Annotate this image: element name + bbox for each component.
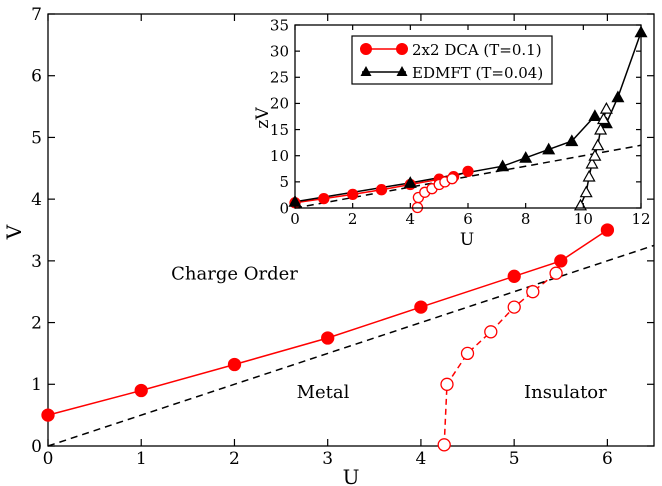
main-y-tick-label: 3 (31, 252, 42, 272)
main-series-1-point (460, 346, 475, 361)
inset-series-3-point (588, 148, 602, 161)
main-annotation-insulator: Insulator (524, 382, 607, 403)
inset-legend: 2x2 DCA (T=0.1) EDMFT (T=0.04) (351, 35, 553, 85)
main-y-tick-label: 6 (31, 67, 42, 87)
main-x-tick-label: 4 (416, 449, 427, 469)
main-plot-frame (47, 13, 655, 447)
legend-dca-marker-left (360, 43, 372, 55)
legend-entry-dca: 2x2 DCA (T=0.1) (360, 41, 542, 59)
inset-series-2-point (611, 90, 625, 103)
main-x-tick-label: 1 (136, 449, 147, 469)
legend-edmft-label: EDMFT (T=0.04) (412, 64, 543, 82)
legend-dca-label: 2x2 DCA (T=0.1) (412, 41, 542, 59)
inset-series-4-line (294, 144, 642, 209)
main-series-1-point (526, 285, 540, 299)
inset-y-tick-label: 35 (270, 16, 289, 34)
main-series-0-point (554, 254, 568, 268)
inset-y-tick-label: 10 (270, 147, 289, 165)
inset-series-3-point (594, 122, 608, 135)
main-x-tick-label: 3 (322, 449, 333, 469)
inset-x-tick-label: 10 (574, 210, 593, 228)
main-series-0-point (134, 383, 148, 398)
main-series-0-point (507, 269, 521, 283)
inset-x-axis-label: U (460, 230, 474, 250)
inset-series-3-point (585, 156, 599, 169)
legend-dca-marker-right (396, 43, 408, 55)
inset-series-3-point (591, 138, 605, 151)
main-y-tick-label: 5 (31, 128, 42, 148)
main-series-1-point (437, 438, 451, 452)
legend-edmft-marker-left (360, 66, 372, 76)
inset-series-0-point (462, 165, 474, 178)
inset-x-tick-label: 2 (348, 210, 358, 228)
legend-box (351, 35, 553, 85)
main-y-tick-label: 1 (31, 375, 42, 395)
inset-y-tick-label: 15 (270, 121, 289, 139)
main-series-0-point (600, 223, 615, 237)
main-series-0-point (227, 357, 242, 372)
inset-chart: 0 2 4 6 8 10 12 0 5 10 15 20 25 30 35 U zV 2x2 DCA (T=… (253, 16, 651, 250)
inset-x-tick-label: 0 (290, 210, 300, 228)
inset-series-3-point (599, 101, 613, 114)
main-series-0-point (41, 408, 55, 422)
main-series-0-point (321, 331, 335, 345)
main-y-axis-label: V (2, 224, 26, 240)
inset-x-tick-label: 4 (406, 210, 416, 228)
main-annotation-metal: Metal (297, 382, 350, 403)
main-series-1-point (549, 266, 563, 280)
inset-series-3-point (596, 112, 611, 125)
main-series-1-point (440, 377, 454, 391)
legend-entry-edmft: EDMFT (T=0.04) (360, 64, 543, 82)
main-annotation-charge-order: Charge Order (171, 263, 298, 284)
inset-series-3-point (579, 185, 593, 198)
inset-series-2-point (519, 151, 533, 163)
main-x-axis-label: U (343, 465, 360, 486)
inset-series-1-point (446, 173, 458, 185)
main-x-tick-label: 5 (509, 449, 520, 469)
inset-y-tick-label: 5 (279, 173, 289, 191)
inset-y-tick-label: 20 (270, 95, 289, 113)
inset-series-0-point (347, 188, 359, 201)
main-x-tick-label: 6 (602, 449, 613, 469)
inset-series-2-point (496, 159, 510, 172)
inset-y-tick-label: 0 (279, 199, 289, 217)
main-x-tick-label: 2 (229, 449, 240, 469)
main-y-tick-label: 0 (31, 437, 42, 457)
main-series-1-point (484, 325, 498, 339)
main-x-tick-label: 0 (43, 449, 54, 469)
inset-series-2-point (542, 142, 556, 155)
main-series-0-point (414, 300, 428, 314)
legend-edmft-marker-right (396, 66, 408, 76)
inset-y-axis-label: zV (253, 107, 273, 129)
main-series-1-point (507, 300, 521, 314)
main-series-markers (41, 223, 615, 452)
inset-series-0-point (375, 184, 388, 196)
inset-y-tick-label: 30 (270, 42, 289, 60)
inset-series-3-point (582, 169, 596, 182)
inset-x-tick-label: 12 (631, 210, 650, 228)
inset-axis-ticks: 0 2 4 6 8 10 12 0 5 10 15 20 25 30 35 (270, 16, 651, 228)
main-series-2-line (47, 244, 655, 447)
inset-series-2-point (565, 134, 579, 147)
main-series-1-line (443, 272, 557, 445)
main-y-tick-label: 7 (31, 5, 42, 25)
inset-x-tick-label: 6 (463, 210, 473, 228)
inset-series-2-point (403, 176, 417, 188)
main-y-tick-label: 2 (31, 314, 42, 334)
inset-x-tick-label: 8 (521, 210, 531, 228)
inset-series-0-point (318, 192, 330, 205)
main-series-0-line (47, 229, 608, 416)
inset-y-tick-label: 25 (270, 69, 289, 87)
inset-series-2-point (588, 109, 602, 122)
main-y-tick-label: 4 (31, 190, 42, 210)
